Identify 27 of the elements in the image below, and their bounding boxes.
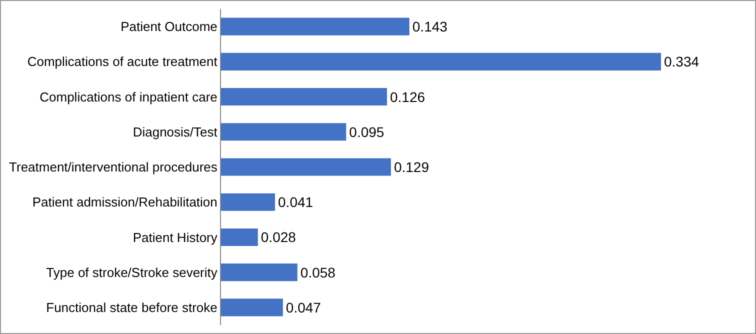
y-tick-label: Functional state before stroke xyxy=(46,300,218,315)
y-tick-label: Type of stroke/Stroke severity xyxy=(46,264,218,280)
bar xyxy=(221,88,387,106)
y-tick-label: Patient Outcome xyxy=(120,19,218,34)
y-tick-label: Complications of inpatient care xyxy=(40,89,218,104)
bar xyxy=(221,228,258,246)
y-tick-label: Treatment/interventional procedures xyxy=(9,160,218,175)
y-tick-label: Complications of acute treatment xyxy=(27,54,218,70)
data-label: 0.058 xyxy=(300,264,336,280)
bar xyxy=(221,52,661,70)
data-label: 0.047 xyxy=(286,299,322,316)
bar xyxy=(221,123,346,141)
bar xyxy=(221,158,391,176)
data-label: 0.126 xyxy=(390,88,426,105)
bar xyxy=(221,264,298,282)
y-tick-label: Patient History xyxy=(132,230,218,245)
bar xyxy=(221,193,276,211)
data-label: 0.129 xyxy=(394,159,430,175)
bar xyxy=(221,298,283,316)
data-label: 0.334 xyxy=(664,54,700,70)
y-tick-label: Patient admission/Rehabilitation xyxy=(32,194,218,210)
data-label: 0.143 xyxy=(412,18,448,35)
data-label: 0.095 xyxy=(349,124,384,140)
data-label: 0.028 xyxy=(260,229,296,246)
bar xyxy=(221,18,410,36)
y-tick-label: Diagnosis/Test xyxy=(132,124,218,140)
data-label: 0.041 xyxy=(278,194,314,210)
